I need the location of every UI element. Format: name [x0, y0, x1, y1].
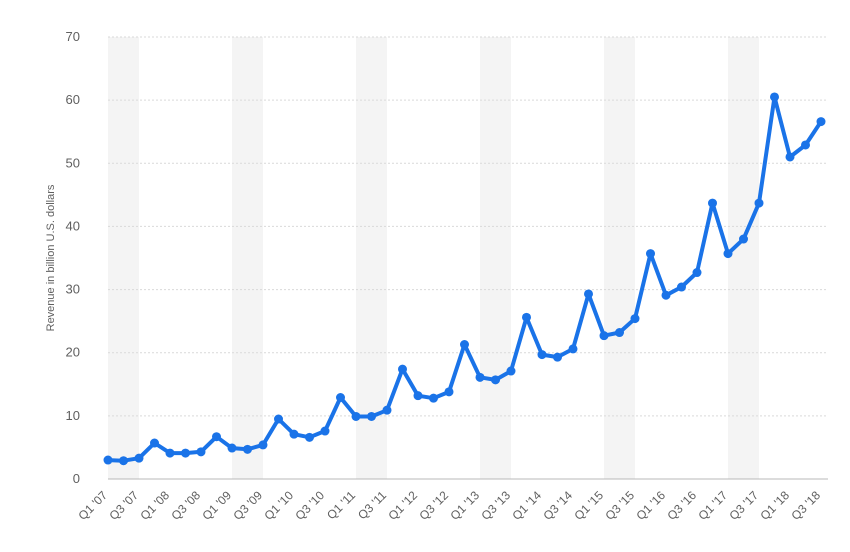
- x-tick-label: Q1 '09: [199, 488, 234, 523]
- y-tick-label: 0: [73, 471, 80, 486]
- data-point: [584, 289, 593, 299]
- x-tick-label: Q1 '07: [75, 488, 110, 523]
- data-point: [444, 387, 454, 397]
- data-point: [165, 448, 175, 458]
- data-point: [103, 455, 113, 465]
- data-point: [568, 344, 578, 354]
- data-point: [491, 375, 500, 385]
- data-point: [305, 432, 314, 442]
- x-tick-label: Q1 '10: [261, 488, 296, 523]
- y-axis-ticks: 0 10 20 30 40 50 60 70: [66, 29, 80, 486]
- data-point: [646, 249, 655, 259]
- data-point: [708, 198, 717, 208]
- x-tick-label: Q1 '12: [385, 488, 420, 523]
- x-tick-label: Q1 '13: [447, 488, 482, 523]
- data-point: [119, 456, 128, 466]
- x-tick-label: Q1 '11: [324, 488, 358, 522]
- y-tick-label: 20: [66, 345, 80, 360]
- x-tick-label: Q1 '15: [571, 488, 606, 523]
- data-point: [258, 440, 268, 450]
- x-tick-label: Q3 '16: [664, 488, 699, 523]
- x-tick-label: Q1 '16: [633, 488, 668, 523]
- data-point: [413, 391, 423, 401]
- year-band: [728, 37, 759, 479]
- data-point: [460, 340, 469, 350]
- data-point: [274, 414, 283, 424]
- data-point: [630, 314, 640, 324]
- x-tick-label: Q3 '15: [602, 488, 637, 523]
- x-tick-label: Q3 '09: [230, 488, 265, 523]
- y-tick-label: 40: [66, 218, 80, 233]
- year-band: [108, 37, 139, 479]
- year-band: [232, 37, 263, 479]
- data-point: [661, 290, 671, 300]
- x-tick-label: Q3 '17: [726, 488, 761, 523]
- data-point: [134, 453, 144, 463]
- x-tick-label: Q1 '17: [695, 488, 730, 523]
- x-tick-label: Q3 '07: [106, 488, 141, 523]
- data-point: [351, 411, 361, 421]
- data-point: [227, 443, 237, 453]
- x-tick-label: Q3 '08: [168, 488, 203, 523]
- data-point: [429, 393, 438, 403]
- data-point: [367, 411, 376, 421]
- data-point: [723, 249, 733, 259]
- year-band: [604, 37, 635, 479]
- x-tick-label: Q1 '14: [509, 488, 544, 523]
- data-point: [553, 352, 562, 362]
- x-tick-label: Q3 '10: [292, 488, 327, 523]
- data-point: [522, 312, 531, 322]
- data-point: [181, 448, 190, 458]
- data-point: [692, 268, 702, 278]
- x-tick-label: Q3 '14: [540, 488, 575, 523]
- x-tick-label: Q3 '12: [416, 488, 451, 523]
- data-point: [599, 331, 609, 341]
- y-tick-label: 10: [66, 408, 80, 423]
- alternating-year-bands: [108, 37, 759, 479]
- data-point: [537, 350, 547, 360]
- x-tick-label: Q1 '08: [137, 488, 172, 523]
- gridlines: [108, 36, 828, 480]
- data-point: [398, 364, 407, 374]
- x-tick-label: Q1 '18: [757, 488, 792, 523]
- y-tick-label: 30: [66, 282, 80, 297]
- x-tick-label: Q3 '18: [788, 488, 823, 523]
- data-point: [739, 234, 748, 244]
- year-band: [480, 37, 511, 479]
- data-point: [196, 447, 206, 457]
- series-line: [106, 95, 823, 463]
- y-tick-label: 70: [66, 29, 80, 44]
- y-tick-label: 60: [66, 92, 80, 107]
- year-band: [356, 37, 387, 479]
- data-point: [770, 92, 779, 102]
- data-point: [816, 117, 826, 127]
- series-group: [103, 92, 826, 466]
- data-point: [289, 429, 299, 439]
- data-point: [801, 140, 810, 150]
- data-point: [336, 393, 345, 403]
- data-point: [785, 152, 795, 162]
- data-point: [382, 405, 392, 415]
- data-point: [754, 198, 764, 208]
- data-point: [243, 444, 252, 454]
- data-point: [615, 328, 624, 338]
- y-axis-label: Revenue in billion U.S. dollars: [45, 184, 57, 331]
- data-point: [506, 366, 516, 376]
- data-point: [475, 372, 485, 382]
- y-tick-label: 50: [66, 155, 80, 170]
- data-point: [320, 426, 330, 436]
- data-point: [150, 438, 159, 448]
- data-point: [677, 282, 686, 292]
- x-tick-label: Q3 '13: [478, 488, 513, 523]
- x-tick-label: Q3 '11: [355, 488, 389, 522]
- data-point: [212, 432, 221, 442]
